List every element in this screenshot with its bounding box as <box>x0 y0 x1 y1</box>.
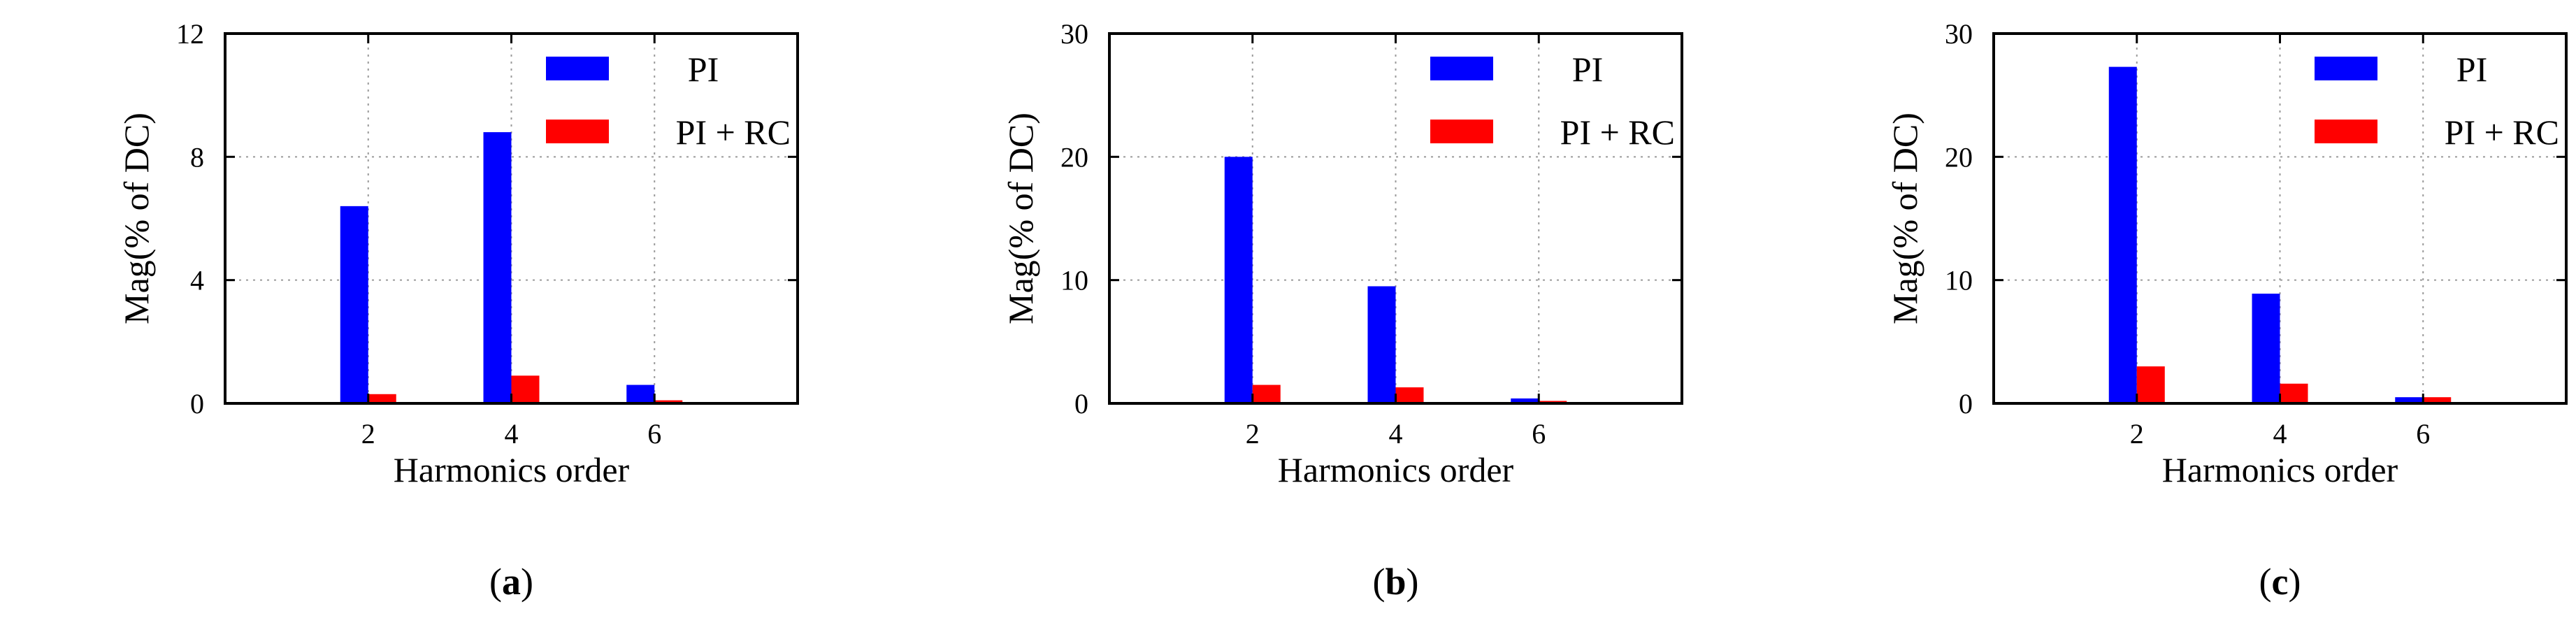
panel-label-open: ( <box>1372 561 1385 603</box>
panel-label-close: ) <box>2288 561 2301 603</box>
bar-pi-rc-2 <box>368 394 396 403</box>
legend-swatch-pi <box>2315 57 2377 80</box>
bar-pi-6 <box>626 385 655 403</box>
legend: PI PI + RC <box>546 50 791 152</box>
bar-pi-rc-4 <box>1395 387 1424 403</box>
legend-swatch-pi <box>546 57 609 80</box>
legend-swatch-pi-rc <box>1430 120 1493 143</box>
panel-label: (c) <box>2259 561 2301 603</box>
legend-swatch-pi <box>1430 57 1493 80</box>
plot-frame <box>1992 32 2568 405</box>
x-tick-label: 4 <box>505 418 519 450</box>
panel-label-open: ( <box>2259 561 2272 603</box>
bar-pi-4 <box>1367 286 1396 403</box>
x-axis-label: Harmonics order <box>1278 450 1514 489</box>
y-tick-label: 4 <box>190 265 204 296</box>
legend-label-pi-rc: PI + RC <box>2445 113 2559 152</box>
x-tick-label: 2 <box>361 418 375 450</box>
y-axis-label: Mag(% of DC) <box>1001 113 1040 324</box>
chart-panel-a: 0 4 8 12 2 4 6 Harmonics order Mag(% of DC) PI PI … <box>117 18 799 603</box>
y-tick-label: 20 <box>1060 141 1088 173</box>
bar-pi-4 <box>2252 294 2280 403</box>
bar-pi-6 <box>1511 398 1539 403</box>
x-axis-label: Harmonics order <box>2162 450 2398 489</box>
legend-label-pi: PI <box>688 50 719 89</box>
bar-pi-rc-6 <box>2423 397 2452 403</box>
x-tick-label: 4 <box>1389 418 1403 450</box>
y-axis-label: Mag(% of DC) <box>1885 113 1924 324</box>
bar-pi-2 <box>340 206 368 403</box>
bar-pi-2 <box>2108 66 2137 404</box>
panel-label-letter: a <box>502 561 521 603</box>
y-tick-label: 30 <box>1060 18 1088 50</box>
panel-label-close: ) <box>1406 561 1419 603</box>
panel-label: (b) <box>1372 561 1418 603</box>
legend: PI PI + RC <box>1430 50 1675 152</box>
legend-label-pi: PI <box>2456 50 2487 89</box>
bar-pi-rc-6 <box>654 400 683 403</box>
x-tick-label: 4 <box>2273 418 2287 450</box>
x-tick-label: 2 <box>2130 418 2144 450</box>
plot-frame <box>1108 32 1683 405</box>
y-tick-label: 0 <box>190 388 204 419</box>
legend-label-pi-rc: PI + RC <box>676 113 791 152</box>
x-tick-label: 2 <box>1246 418 1260 450</box>
bar-pi-2 <box>1224 157 1253 404</box>
y-axis-label: Mag(% of DC) <box>117 113 156 324</box>
x-axis-label: Harmonics order <box>394 450 630 489</box>
bar-pi-4 <box>483 132 512 404</box>
legend: PI PI + RC <box>2315 50 2559 152</box>
panel-label-letter: b <box>1385 561 1406 603</box>
y-tick-label: 10 <box>1060 265 1088 296</box>
y-tick-label: 30 <box>1945 18 1973 50</box>
y-tick-label: 0 <box>1074 388 1088 419</box>
panel-label-open: ( <box>489 561 502 603</box>
bar-pi-rc-2 <box>1252 385 1281 403</box>
legend-label-pi: PI <box>1572 50 1603 89</box>
bar-pi-rc-4 <box>2280 383 2308 403</box>
panel-label-letter: c <box>2272 561 2289 603</box>
bar-pi-rc-2 <box>2136 366 2165 403</box>
x-tick-label: 6 <box>2416 418 2430 450</box>
y-tick-label: 20 <box>1945 141 1973 173</box>
panel-label-close: ) <box>521 561 533 603</box>
y-tick-label: 10 <box>1945 265 1973 296</box>
y-tick-label: 0 <box>1959 388 1973 419</box>
x-tick-label: 6 <box>647 418 661 450</box>
legend-swatch-pi-rc <box>2315 120 2377 143</box>
bar-pi-rc-4 <box>511 375 540 403</box>
y-tick-label: 8 <box>190 141 204 173</box>
legend-label-pi-rc: PI + RC <box>1560 113 1675 152</box>
y-tick-label: 12 <box>176 18 204 50</box>
bar-pi-6 <box>2395 397 2424 403</box>
legend-swatch-pi-rc <box>546 120 609 143</box>
panel-label: (a) <box>489 561 533 603</box>
x-tick-label: 6 <box>1532 418 1546 450</box>
plot-frame <box>224 32 799 405</box>
